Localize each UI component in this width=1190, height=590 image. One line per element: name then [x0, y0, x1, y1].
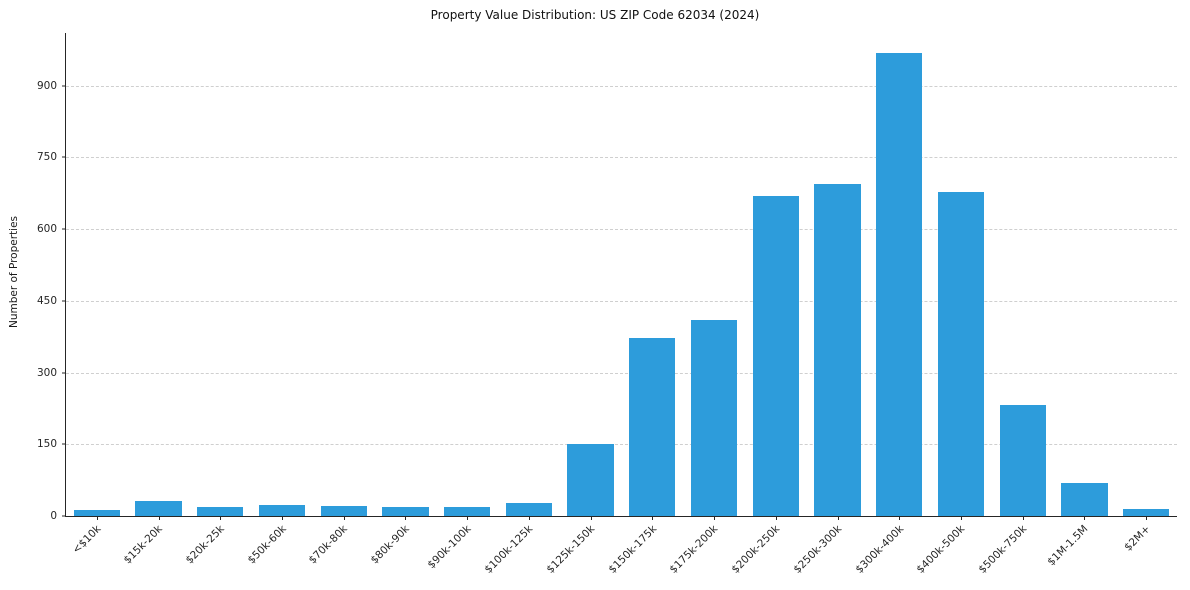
x-tick-mark: [158, 516, 160, 520]
bar: [1061, 482, 1108, 516]
y-tick-label: 300: [36, 366, 57, 379]
bar: [629, 338, 676, 516]
x-tick-mark: [282, 516, 284, 520]
y-axis-title: Number of Properties: [8, 215, 20, 329]
y-tick-label: 450: [36, 294, 57, 307]
y-tick-mark: [62, 228, 66, 230]
bar: [814, 183, 861, 516]
bar: [505, 502, 553, 516]
y-tick-mark: [62, 85, 66, 87]
gridline: [66, 229, 1177, 231]
x-tick-mark: [899, 516, 901, 520]
x-tick-mark: [96, 516, 98, 520]
bar: [320, 506, 367, 516]
gridline: [66, 300, 1177, 302]
x-tick-mark: [775, 516, 777, 520]
gridline: [66, 157, 1177, 159]
x-tick-mark: [528, 516, 530, 520]
bar: [567, 444, 614, 516]
y-tick-label: 600: [36, 223, 57, 236]
plot-area: 0 150 300 450 600 750 900 <$10k $15k-20k $20k-25k…: [37, 33, 1177, 576]
y-tick-mark: [62, 156, 66, 158]
bar: [258, 505, 306, 516]
gridline: [66, 444, 1177, 446]
x-tick-mark: [467, 516, 469, 520]
bar: [1122, 508, 1170, 516]
y-tick-label: 750: [36, 151, 57, 164]
x-tick-mark: [405, 516, 407, 520]
bar: [999, 405, 1046, 516]
x-tick-mark: [652, 516, 654, 520]
y-tick-mark: [62, 300, 66, 302]
chart-title: Property Value Distribution: US ZIP Code…: [430, 8, 760, 22]
x-tick-mark: [837, 516, 839, 520]
bar: [135, 500, 182, 516]
x-tick-mark: [714, 516, 716, 520]
gridline: [66, 372, 1177, 374]
bar: [690, 319, 738, 516]
y-tick-label: 0: [50, 510, 57, 522]
bar: [937, 191, 985, 516]
x-tick-mark: [960, 516, 962, 520]
x-tick-mark: [1022, 516, 1024, 520]
y-tick-mark: [62, 515, 66, 517]
bar: [197, 507, 244, 516]
x-tick-mark: [343, 516, 345, 520]
bar: [876, 53, 923, 516]
y-tick-label: 150: [36, 438, 57, 451]
bar: [752, 195, 799, 516]
y-tick-mark: [62, 372, 66, 374]
bar: [444, 507, 491, 516]
gridline: [66, 85, 1177, 87]
y-tick-mark: [62, 443, 66, 445]
x-tick-mark: [1084, 516, 1086, 520]
x-tick-mark: [1146, 516, 1148, 520]
x-tick-mark: [220, 516, 222, 520]
bar: [73, 510, 120, 516]
x-tick-mark: [590, 516, 592, 520]
y-tick-label: 900: [36, 79, 57, 92]
bar: [382, 507, 429, 516]
